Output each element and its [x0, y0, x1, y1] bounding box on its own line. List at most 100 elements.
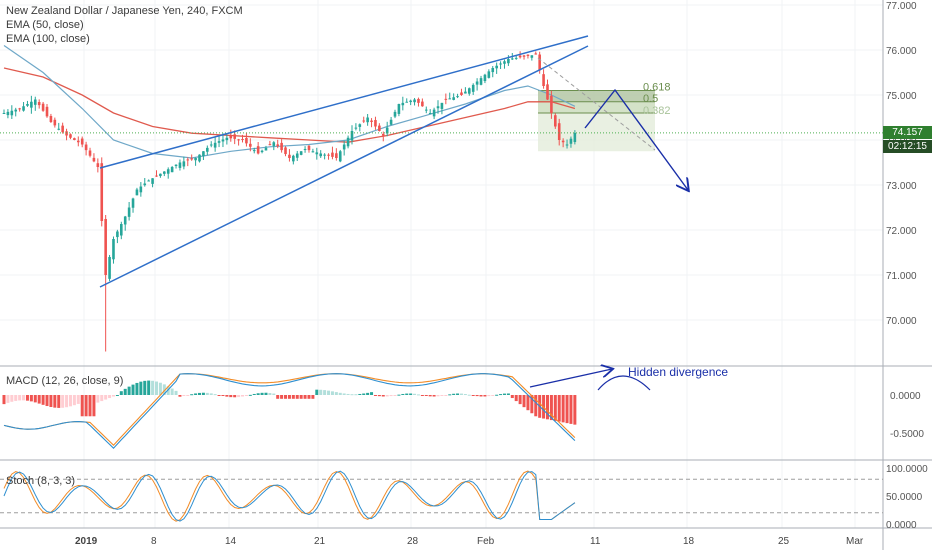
candle-body — [557, 123, 561, 140]
macd-histogram-bar — [307, 395, 311, 399]
candle-body — [338, 151, 342, 162]
candle-body — [491, 68, 495, 73]
macd-histogram-bar — [233, 395, 237, 398]
candle-body — [190, 158, 193, 160]
candle-body — [229, 135, 233, 139]
candle-body — [370, 120, 373, 122]
candle-body — [135, 189, 139, 196]
macd-histogram-bar — [268, 392, 272, 395]
macd-histogram-bar — [327, 390, 331, 395]
macd-histogram-bar — [549, 395, 553, 421]
candle-body — [256, 146, 260, 154]
macd-histogram-bar — [209, 393, 213, 395]
macd-histogram-bar — [456, 393, 460, 395]
candle-body — [41, 103, 45, 111]
candle-body — [331, 152, 334, 157]
macd-histogram-bar — [323, 390, 327, 395]
candle-body — [88, 150, 92, 156]
candle-body — [413, 99, 416, 103]
candle-body — [80, 138, 84, 145]
candle-body — [120, 224, 123, 236]
candle-body — [428, 113, 432, 114]
macd-histogram-bar — [72, 395, 76, 406]
macd-histogram-bar — [147, 380, 151, 395]
macd-histogram-bar — [366, 392, 370, 395]
wedge-lower-line — [99, 45, 589, 288]
macd-histogram-bar — [205, 392, 209, 395]
candle-body — [507, 59, 510, 64]
macd-histogram-bar — [373, 395, 377, 396]
candle-body — [522, 55, 526, 57]
macd-histogram-bar — [170, 388, 174, 395]
candle-body — [272, 142, 276, 146]
candle-body — [69, 134, 72, 138]
candle-body — [452, 97, 455, 100]
candle-body — [2, 113, 6, 114]
candle-body — [362, 120, 366, 122]
macd-histogram-bar — [10, 395, 14, 402]
fib-band-500 — [538, 101, 655, 113]
macd-histogram-bar — [111, 395, 115, 397]
macd-histogram-bar — [440, 395, 444, 396]
macd-histogram-bar — [174, 390, 178, 395]
macd-histogram-bar — [561, 395, 565, 423]
candle-body — [487, 71, 491, 78]
candle-body — [14, 109, 18, 112]
candle-body — [323, 154, 326, 156]
candle-body — [92, 157, 96, 162]
macd-histogram-bar — [154, 381, 158, 395]
candle-body — [10, 110, 14, 116]
candle-body — [209, 144, 213, 146]
macd-histogram-bar — [495, 394, 499, 396]
stoch-d-line — [3, 470, 576, 522]
candle-body — [436, 106, 440, 109]
candle-body — [49, 115, 53, 122]
candle-body — [143, 183, 147, 186]
macd-histogram-bar — [84, 395, 88, 417]
macd-histogram-bar — [201, 392, 205, 395]
macd-histogram-bar — [448, 394, 452, 396]
macd-histogram-bar — [311, 395, 315, 399]
macd-histogram-bar — [248, 394, 252, 396]
stoch-k-line — [3, 470, 576, 522]
macd-legend: MACD (12, 26, close, 9) — [6, 374, 123, 388]
candle-body — [432, 109, 436, 117]
macd-histogram-bar — [88, 395, 92, 417]
candle-body — [546, 84, 549, 100]
macd-histogram-bar — [444, 395, 448, 396]
fib-level-label-1: 0.5 — [643, 93, 658, 105]
macd-histogram-bar — [545, 395, 549, 420]
macd-histogram-bar — [409, 393, 413, 395]
candle-body — [319, 153, 323, 157]
macd-histogram-bar — [420, 395, 424, 396]
projection-dashed-line — [537, 57, 656, 151]
divergence-arc — [597, 375, 651, 391]
price-tick-4: 73.000 — [886, 181, 917, 192]
macd-histogram-bar — [260, 392, 264, 395]
macd-histogram-bar — [463, 394, 467, 396]
macd-histogram-bar — [2, 395, 6, 405]
time-tick-3: 21 — [314, 536, 326, 547]
candle-body — [534, 53, 538, 55]
time-tick-5: Feb — [477, 536, 495, 547]
macd-histogram-bar — [573, 395, 577, 425]
candle-body — [389, 119, 393, 125]
macd-histogram-bar — [393, 395, 397, 396]
candle-body — [440, 102, 444, 109]
ema50-line — [3, 45, 576, 159]
macd-histogram-bar — [186, 395, 190, 396]
candle-body — [221, 139, 225, 142]
macd-histogram-bar — [162, 384, 166, 395]
price-tick-5: 72.000 — [886, 226, 917, 237]
macd-histogram-bar — [499, 394, 503, 396]
price-tick-7: 70.000 — [886, 316, 917, 327]
macd-histogram-bar — [452, 393, 456, 395]
time-tick-7: 18 — [683, 536, 695, 547]
candle-body — [315, 152, 319, 155]
candle-body — [417, 98, 420, 103]
candle-body — [241, 138, 244, 140]
macd-histogram-bar — [287, 395, 291, 399]
macd-histogram-bar — [295, 395, 299, 399]
macd-histogram-bar — [252, 393, 256, 395]
